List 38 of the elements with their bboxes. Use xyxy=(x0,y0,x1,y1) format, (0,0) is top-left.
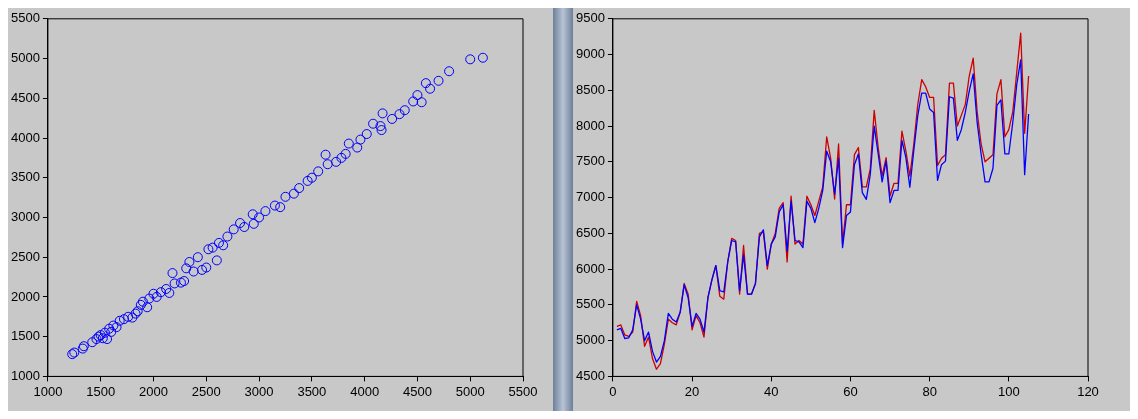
y-tick-label: 5500 xyxy=(576,296,605,312)
x-tick-label: 60 xyxy=(843,383,858,399)
x-tick-label: 2000 xyxy=(139,383,168,399)
y-tick-label: 9000 xyxy=(576,46,605,62)
x-tick-label: 4500 xyxy=(402,383,432,399)
x-tick-label: 100 xyxy=(997,383,1020,399)
x-tick-label: 0 xyxy=(609,383,617,399)
x-tick-label: 80 xyxy=(922,383,937,399)
y-tick-label: 7500 xyxy=(576,153,605,169)
y-tick-label: 3500 xyxy=(11,169,40,185)
x-tick-label: 2500 xyxy=(191,383,221,399)
y-tick-label: 2000 xyxy=(11,288,40,304)
y-tick-label: 5500 xyxy=(11,10,40,26)
x-tick-label: 1000 xyxy=(33,383,63,399)
y-tick-label: 3000 xyxy=(11,209,40,225)
x-tick-label: 3500 xyxy=(297,383,327,399)
y-tick-label: 5000 xyxy=(11,50,40,66)
y-tick-label: 6000 xyxy=(576,260,605,276)
x-tick-label: 5000 xyxy=(455,383,485,399)
x-tick-label: 3000 xyxy=(244,383,274,399)
y-tick-label: 4000 xyxy=(11,129,40,145)
y-tick-label: 9500 xyxy=(576,10,605,26)
x-tick-label: 120 xyxy=(1077,383,1099,399)
y-tick-label: 8500 xyxy=(576,81,605,97)
y-tick-label: 1500 xyxy=(11,328,40,344)
y-tick-label: 1000 xyxy=(11,367,40,383)
x-tick-label: 40 xyxy=(764,383,779,399)
y-tick-label: 8000 xyxy=(576,117,605,133)
x-tick-label: 4000 xyxy=(350,383,380,399)
y-tick-label: 2500 xyxy=(11,248,40,264)
y-tick-label: 7000 xyxy=(576,189,605,205)
y-tick-label: 6500 xyxy=(576,224,605,240)
x-tick-label: 20 xyxy=(684,383,700,399)
y-tick-label: 4500 xyxy=(576,367,605,383)
x-tick-label: 1500 xyxy=(86,383,116,399)
y-tick-label: 4500 xyxy=(11,89,40,105)
y-tick-label: 5000 xyxy=(576,332,605,348)
x-tick-label: 5500 xyxy=(508,383,538,399)
